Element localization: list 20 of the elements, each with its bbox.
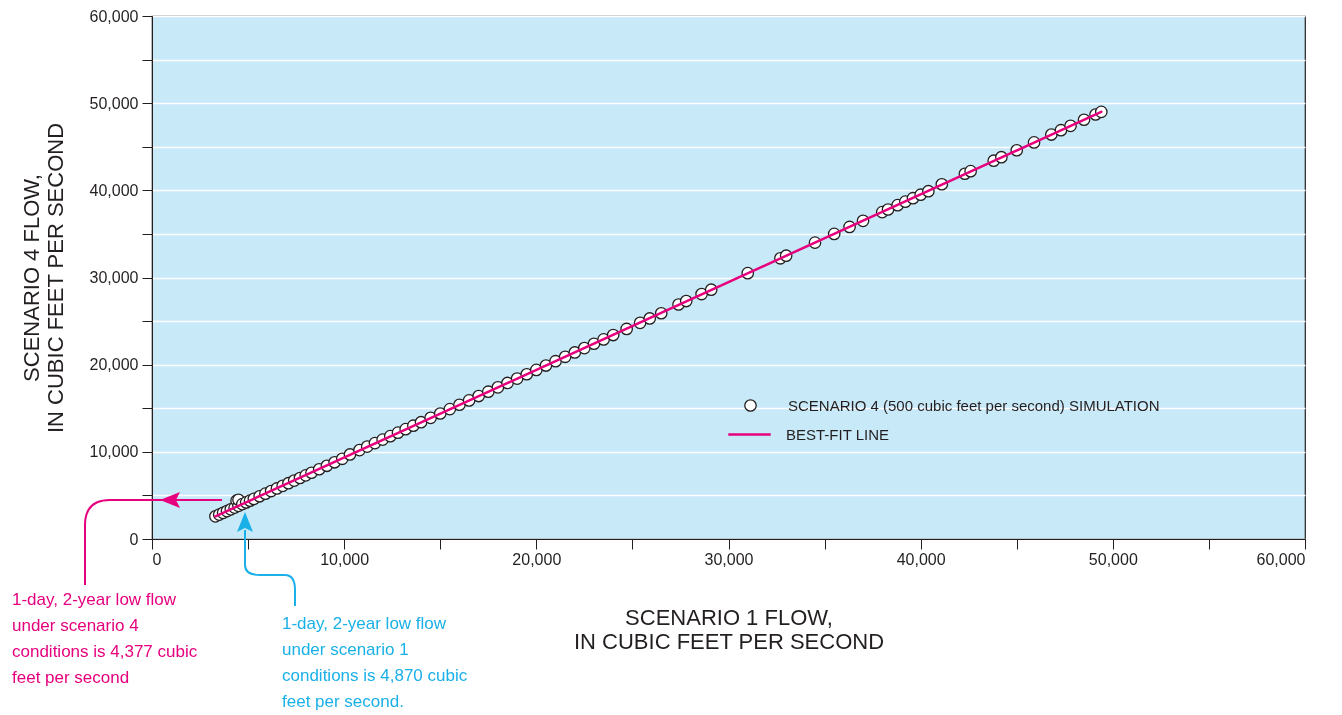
text: 1-day, 2-year low flow under scenario 1 conditions is 4,870 cubic feet per second. — [282, 613, 469, 713]
x-tick-label: 50,000 — [1088, 550, 1138, 568]
x-tick-label: 60,000 — [1256, 550, 1306, 568]
y-axis-title: SCENARIO 4 FLOW, IN CUBIC FEET PER SECOND — [18, 122, 68, 434]
y-tick-label: 20,000 — [89, 356, 139, 374]
legend-label: BEST-FIT LINE — [786, 425, 890, 443]
y-tick-label: 60,000 — [89, 7, 139, 25]
x-tick-label: 20,000 — [512, 550, 562, 568]
y-tick-label: 10,000 — [89, 443, 139, 461]
legend-label: SCENARIO 4 (500 cubic feet per second) SIMULATION — [788, 396, 1160, 414]
y-tick-label: 30,000 — [89, 269, 139, 286]
y-tick-label: 50,000 — [89, 94, 139, 112]
x-tick-label: 0 — [152, 550, 162, 568]
x-tick-label: 10,000 — [320, 550, 370, 568]
y-tick-label: 40,000 — [89, 181, 139, 199]
y-tick-label: 0 — [129, 530, 139, 548]
x-axis-title: SCENARIO 1 FLOW, IN CUBIC FEET PER SECOND — [573, 604, 885, 654]
text: 1-day, 2-year low flow under scenario 4 conditions is 4,377 cubic feet per second — [12, 589, 199, 689]
x-tick-label: 40,000 — [896, 550, 946, 568]
x-tick-label: 30,000 — [704, 550, 754, 568]
